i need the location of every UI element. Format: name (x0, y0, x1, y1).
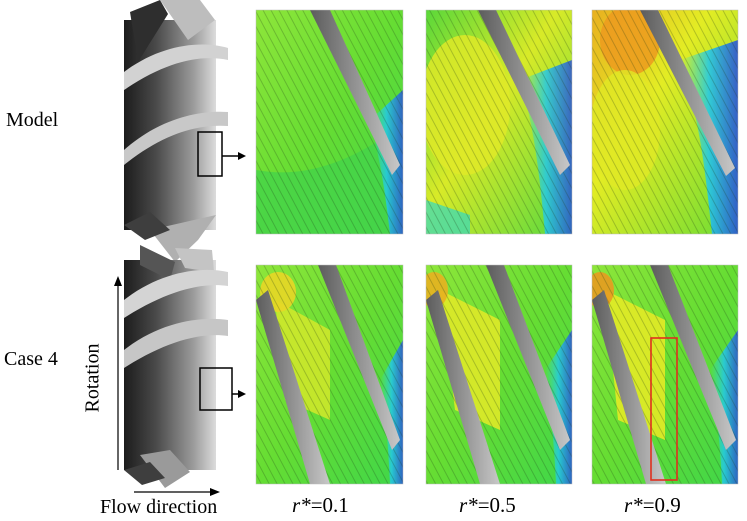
panel-model-r09 (592, 10, 738, 234)
panel-case4-r05 (426, 265, 572, 484)
column-label-r05: r*=0.5 (459, 495, 516, 516)
case4-arrow-icon (238, 390, 246, 398)
highlight-box (650, 337, 678, 481)
axis-label-rotation: Rotation (81, 343, 104, 413)
column-label-r05-var: r* (459, 493, 478, 517)
column-label-r05-value: =0.5 (477, 493, 516, 517)
column-label-r01: r*=0.1 (292, 495, 349, 516)
axis-label-flow-direction: Flow direction (100, 496, 218, 518)
panel-case4-r01 (256, 265, 403, 484)
column-label-r01-value: =0.1 (310, 493, 349, 517)
row-label-model: Model (6, 109, 59, 131)
model-zoom-box (197, 131, 223, 177)
panel-case4-r09 (592, 265, 738, 484)
case4-zoom-box (199, 367, 233, 411)
panel-model-r05 (426, 10, 572, 234)
panel-model-r01 (256, 10, 403, 234)
case4-inducer (124, 245, 246, 488)
column-label-r09-value: =0.9 (642, 493, 681, 517)
column-label-r09: r*=0.9 (624, 495, 681, 516)
column-label-r09-var: r* (624, 493, 643, 517)
flow-direction-arrow (134, 488, 220, 496)
column-label-r01-var: r* (292, 493, 311, 517)
row-label-case4: Case 4 (4, 348, 58, 370)
model-inducer (124, 0, 246, 262)
rotation-arrow (114, 276, 122, 470)
model-arrow-icon (238, 152, 246, 160)
